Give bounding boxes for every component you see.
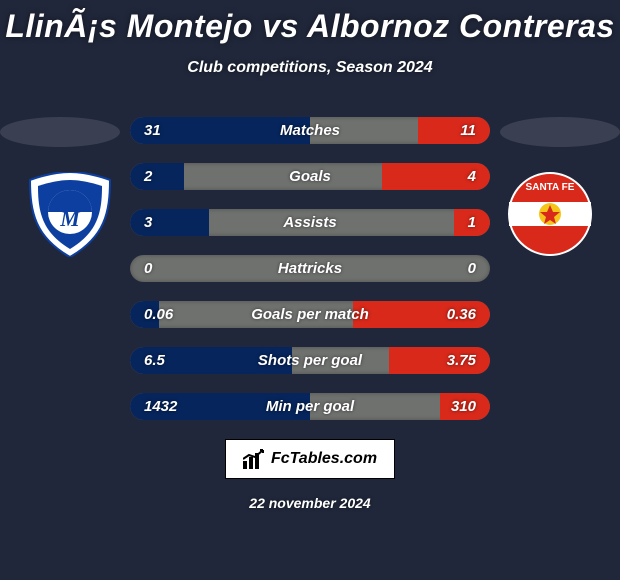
stat-label: Min per goal <box>130 393 490 420</box>
stat-row: 2Goals4 <box>130 163 490 190</box>
stat-value-right: 0 <box>468 255 476 282</box>
chart-icon <box>243 449 267 469</box>
comparison-card: LlinÃ¡s Montejo vs Albornoz Contreras Cl… <box>0 0 620 580</box>
page-title: LlinÃ¡s Montejo vs Albornoz Contreras <box>0 0 620 45</box>
stat-row: 31Matches11 <box>130 117 490 144</box>
stat-value-right: 3.75 <box>447 347 476 374</box>
brand-text: FcTables.com <box>271 450 377 468</box>
stat-label: Hattricks <box>130 255 490 282</box>
stat-value-right: 310 <box>451 393 476 420</box>
stat-row: 0.06Goals per match0.36 <box>130 301 490 328</box>
stat-label: Assists <box>130 209 490 236</box>
stats-list: 31Matches11 2Goals4 3Assists1 0Hattricks0 0.… <box>130 97 490 420</box>
stat-value-right: 11 <box>460 117 476 144</box>
date-text: 22 november 2024 <box>0 495 620 511</box>
stat-value-right: 4 <box>468 163 476 190</box>
svg-text:SANTA FE: SANTA FE <box>526 182 575 193</box>
shadow-ellipse-right <box>500 117 620 147</box>
brand-logo: FcTables.com <box>225 439 395 479</box>
subtitle: Club competitions, Season 2024 <box>0 59 620 77</box>
shield-icon: M <box>20 172 120 257</box>
shield-icon: SANTA FE <box>500 172 600 257</box>
stat-row: 6.5Shots per goal3.75 <box>130 347 490 374</box>
stat-label: Goals per match <box>130 301 490 328</box>
team-right-crest: SANTA FE <box>500 172 600 257</box>
stat-value-right: 0.36 <box>447 301 476 328</box>
team-left-crest: M <box>20 172 120 257</box>
stat-label: Goals <box>130 163 490 190</box>
stat-row: 3Assists1 <box>130 209 490 236</box>
svg-text:M: M <box>59 206 81 231</box>
stat-row: 1432Min per goal310 <box>130 393 490 420</box>
stat-label: Matches <box>130 117 490 144</box>
stat-value-right: 1 <box>468 209 476 236</box>
stat-row: 0Hattricks0 <box>130 255 490 282</box>
shadow-ellipse-left <box>0 117 120 147</box>
body-area: M SANTA FE 31Matches11 2Goals4 3Assists1 0H… <box>0 97 620 511</box>
stat-label: Shots per goal <box>130 347 490 374</box>
